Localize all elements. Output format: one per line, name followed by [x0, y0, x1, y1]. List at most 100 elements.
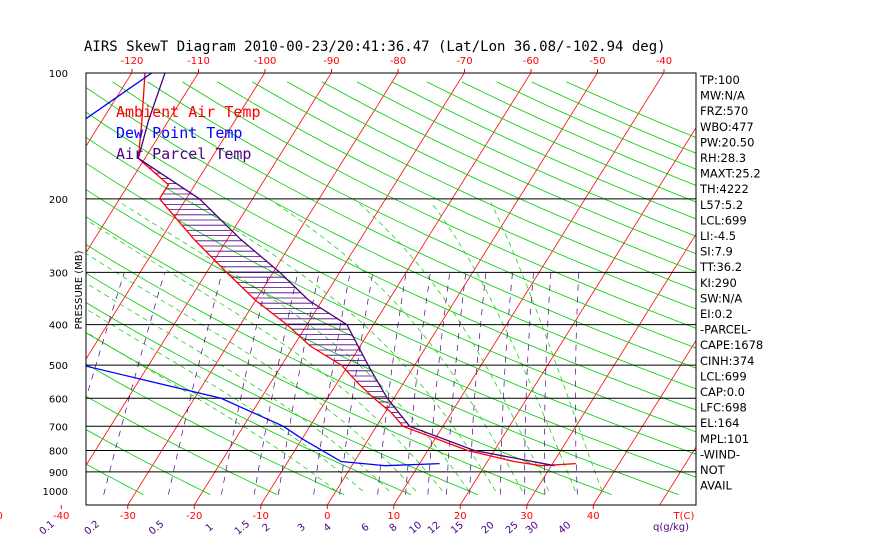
mixing-ratio-label: 30 — [524, 520, 541, 537]
bottom-tick-label: -30 — [120, 511, 136, 522]
index-item: TT:36.2 — [699, 260, 742, 274]
mixing-ratio-label: 8 — [388, 522, 400, 535]
moist-adiabat — [86, 331, 337, 492]
isotherm-line — [592, 339, 696, 505]
top-tick-label: -40 — [656, 56, 672, 67]
dry-adiabat — [86, 272, 545, 495]
top-tick-label: -60 — [523, 56, 539, 67]
index-item: -WIND- — [700, 447, 740, 461]
bottom-tick-label: 0 — [324, 511, 330, 522]
dry-adiabat — [217, 81, 696, 310]
moist-adiabat — [86, 308, 363, 492]
moist-adiabat — [86, 219, 443, 492]
index-item: LCL:699 — [700, 369, 747, 383]
y-axis-label: PRESSURE (MB) — [74, 250, 85, 329]
plot-frame — [85, 72, 697, 506]
index-item: EL:164 — [700, 416, 740, 430]
mixing-ratio-label: 4 — [322, 522, 334, 535]
dry-adiabat — [287, 81, 696, 273]
mixing-ratio-label: 0.5 — [147, 519, 166, 538]
bottom-axis-unit: T(C) — [673, 511, 695, 522]
mixing-ratio-line — [469, 272, 487, 495]
dry-adiabat — [461, 81, 696, 186]
isotherm-line — [193, 73, 465, 505]
mixing-ratio-line — [405, 272, 431, 495]
moist-adiabat — [191, 202, 496, 492]
dry-adiabat — [86, 332, 412, 495]
isotherm-line — [393, 73, 665, 505]
pressure-tick-label: 100 — [49, 69, 68, 80]
isotherm-line — [86, 73, 266, 360]
index-item: EI:0.2 — [700, 307, 733, 321]
index-item: CINH:374 — [700, 354, 755, 368]
mixing-ratio-label: 10 — [407, 520, 424, 537]
bottom-tick-label: -10 — [253, 511, 269, 522]
dry-adiabat — [86, 136, 696, 433]
top-tick-label: -70 — [456, 56, 472, 67]
mixing-ratio-label: 40 — [556, 520, 573, 537]
mixing-ratio-label: 2 — [261, 522, 273, 535]
isotherm-line — [0, 68, 2, 511]
dry-adiabat — [182, 81, 696, 329]
dry-adiabat — [86, 216, 679, 495]
bottom-tick-label: -40 — [53, 511, 69, 522]
index-item: LI:-4.5 — [700, 229, 736, 243]
pressure-tick-label: 400 — [49, 321, 68, 332]
index-item: TP:100 — [699, 73, 740, 87]
index-item: MAXT:25.2 — [700, 167, 761, 181]
index-item: MPL:101 — [700, 432, 749, 446]
index-item: AVAIL — [700, 479, 733, 493]
pressure-tick-label: 700 — [49, 422, 68, 433]
moist-adiabat — [86, 253, 417, 492]
dry-adiabat — [86, 302, 478, 495]
isotherm-line — [459, 127, 696, 505]
chart-title: AIRS SkewT Diagram 2010-00-23/20:41:36.4… — [84, 39, 666, 55]
legend-item: Dew Point Temp — [116, 124, 242, 142]
isotherm-line — [86, 73, 332, 467]
dry-adiabat — [86, 189, 696, 478]
pressure-axis-label: PRESSURE (MB) — [74, 250, 85, 329]
mixing-ratio-label: 25 — [504, 520, 521, 537]
dry-adiabat — [86, 429, 211, 495]
dry-adiabat — [147, 81, 696, 349]
moist-adiabat — [120, 202, 470, 492]
isotherm-line — [127, 73, 399, 505]
mixing-ratio-line — [446, 272, 467, 495]
index-item: KI:290 — [700, 276, 737, 290]
index-item: -PARCEL- — [700, 323, 751, 337]
pressure-tick-label: 1000 — [43, 487, 68, 498]
top-tick-label: -90 — [323, 56, 339, 67]
mixing-ratio-label: 20 — [480, 520, 497, 537]
moist-adiabat — [86, 282, 390, 492]
bottom-tick-label: 20 — [454, 511, 467, 522]
parcel-line — [137, 73, 555, 467]
dry-adiabat — [86, 162, 696, 455]
mixing-ratio-line — [524, 272, 534, 495]
bottom-tick-label: -50 — [0, 511, 3, 522]
dry-adiabat — [356, 81, 696, 237]
index-item: FRZ:570 — [700, 104, 748, 118]
dry-adiabat — [112, 81, 696, 369]
index-item: PW:20.50 — [700, 135, 754, 149]
dry-adiabat — [86, 111, 696, 411]
index-item: NOT — [700, 463, 726, 477]
legend-item: Ambient Air Temp — [116, 103, 261, 121]
isotherm-line — [326, 73, 598, 505]
mixing-ratio-line — [427, 272, 451, 495]
mixing-ratio-label: 15 — [449, 520, 466, 537]
index-item: SI:7.9 — [700, 245, 733, 259]
pressure-tick-label: 600 — [49, 394, 68, 405]
mixing-ratio-label: 12 — [426, 520, 443, 537]
index-item: SW:N/A — [700, 291, 742, 305]
isotherm-line — [86, 73, 133, 147]
top-tick-label: -80 — [390, 56, 406, 67]
pressure-tick-label: 300 — [49, 268, 68, 279]
mixing-ratio-label: 6 — [360, 522, 372, 535]
index-item: L57:5.2 — [700, 198, 743, 212]
isotherm-line — [86, 73, 199, 254]
pressure-tick-label: 200 — [49, 195, 68, 206]
index-item: MW:N/A — [700, 89, 745, 103]
